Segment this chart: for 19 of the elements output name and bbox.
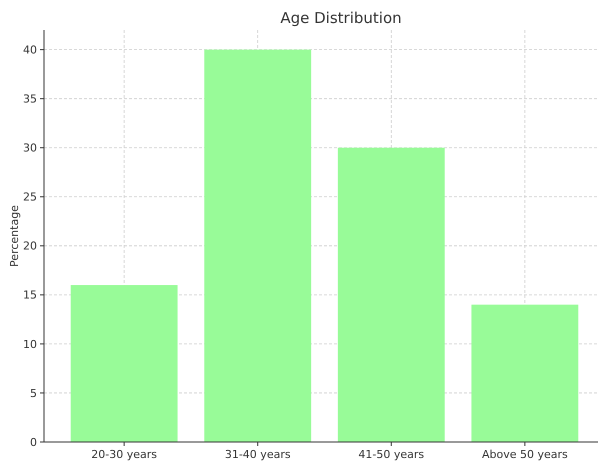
x-tick-label: 31-40 years	[224, 448, 291, 461]
x-tick-label: Above 50 years	[482, 448, 568, 461]
bar	[471, 304, 578, 442]
chart-title: Age Distribution	[280, 9, 402, 27]
x-tick-label: 41-50 years	[358, 448, 424, 461]
y-tick-label: 40	[23, 43, 37, 56]
x-tick-label: 20-30 years	[91, 448, 158, 461]
bar	[338, 148, 445, 442]
y-tick-label: 15	[23, 288, 37, 302]
bar	[70, 285, 178, 442]
y-tick-label: 0	[30, 436, 37, 449]
y-tick-label: 35	[23, 92, 37, 106]
y-tick-label: 30	[23, 142, 37, 155]
y-tick-label: 10	[23, 338, 37, 351]
y-axis-title: Percentage	[8, 204, 21, 267]
y-tick-label: 25	[23, 190, 37, 204]
y-tick-label: 5	[30, 386, 37, 400]
bar	[204, 50, 312, 442]
y-tick-label: 20	[23, 240, 37, 253]
